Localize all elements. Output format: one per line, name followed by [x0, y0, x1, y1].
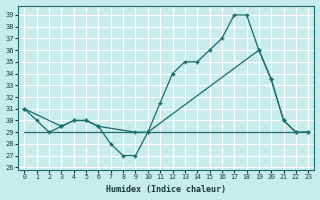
- X-axis label: Humidex (Indice chaleur): Humidex (Indice chaleur): [106, 185, 226, 194]
